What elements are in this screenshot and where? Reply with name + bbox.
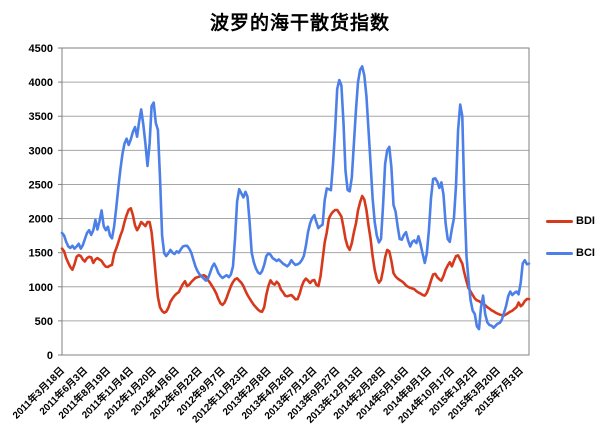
bdi-line-swatch [546, 220, 573, 223]
chart-title: 波罗的海干散货指数 [209, 13, 390, 34]
plot-border [61, 47, 530, 356]
legend-label-bdi: BDI [576, 215, 595, 227]
bci-line [60, 65, 531, 331]
legend-item-bci: BCI [546, 247, 595, 260]
y-axis-label: 0 [47, 350, 53, 362]
y-axis-label: 4000 [29, 77, 53, 89]
y-axis-label: 4500 [29, 43, 53, 55]
bdi-line [60, 194, 531, 317]
legend-item-bdi: BDI [546, 215, 595, 228]
y-axis-label: 2000 [29, 214, 53, 226]
y-axis-label: 1000 [29, 282, 53, 294]
y-axis-label: 500 [35, 316, 53, 328]
y-axis-label: 3000 [29, 145, 53, 157]
legend-label-bci: BCI [576, 247, 595, 259]
bci-line-swatch [546, 252, 573, 255]
y-axis-label: 2500 [29, 179, 53, 191]
y-axis-label: 1500 [29, 248, 53, 260]
y-axis-label: 3500 [29, 111, 53, 123]
